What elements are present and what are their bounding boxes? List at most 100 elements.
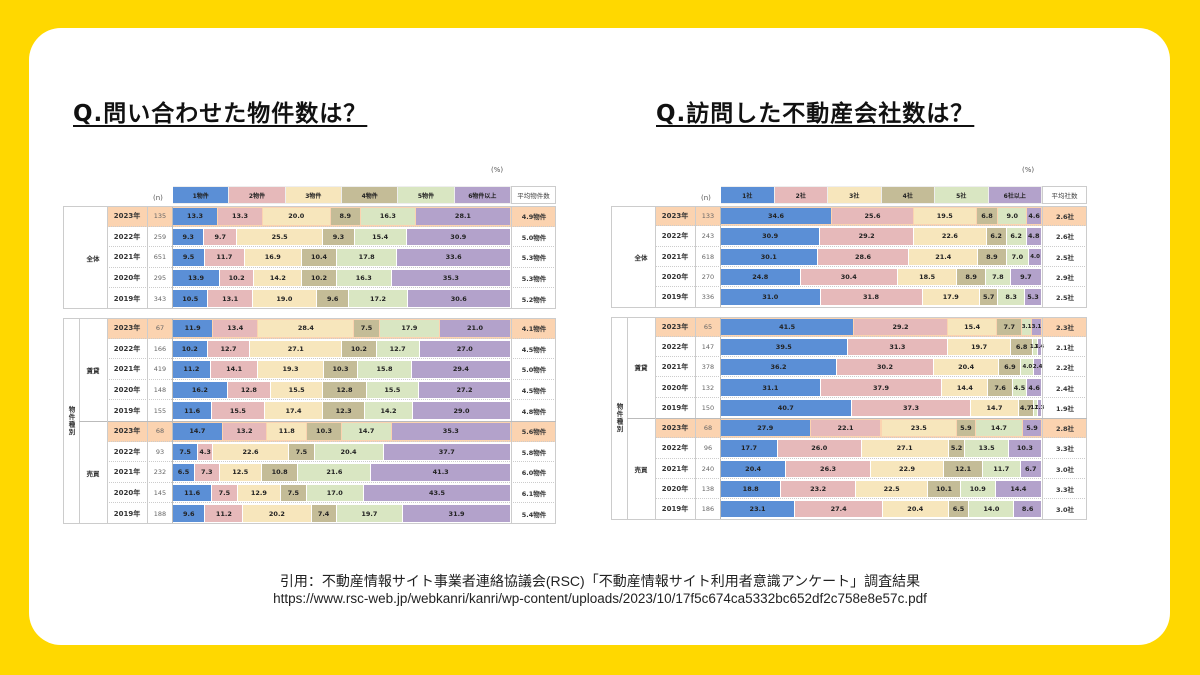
bar-track: 11.9 13.4 28.4 7.5 17.9 21.0 (173, 318, 511, 339)
bar-segment: 21.6 (298, 464, 371, 481)
bar-segment: 10.3 (307, 423, 341, 440)
bar-segment: 6.2 (1006, 228, 1026, 245)
bar-segment: 22.6 (212, 443, 289, 461)
avg-value: 4.5物件 (511, 338, 556, 360)
bar-segment: 9.0 (998, 208, 1027, 225)
row-separator (655, 286, 1087, 288)
bar-segment: 19.7 (948, 338, 1011, 356)
bar-track: 11.2 14.1 19.3 10.3 15.8 29.4 (173, 359, 511, 380)
year-label: 2022年 (661, 342, 689, 351)
year-label: 2020年 (113, 386, 141, 395)
bar-segment: 13.2 (222, 423, 267, 440)
legend-item-2: 2社 (774, 187, 827, 203)
bar-segment: 4.3 (198, 443, 212, 461)
year-label: 2021年 (113, 365, 141, 374)
bar-segment: 5.9 (956, 420, 975, 437)
bar-segment: 1.4 (1030, 338, 1040, 356)
bar-track: 27.9 22.1 23.5 5.9 14.7 5.9 (721, 418, 1042, 439)
bar-segment: 4.0 (1021, 359, 1034, 376)
avg-value: 2.9社 (1042, 266, 1087, 288)
n-value: 67 (147, 318, 173, 339)
table-row: 2023年 67 11.9 13.4 28.4 7.5 17.9 21.0 4.1物件 (107, 318, 556, 339)
bar-track: 7.5 4.3 22.6 7.5 20.4 37.7 (173, 441, 511, 463)
n-value: 651 (147, 247, 173, 268)
bar-segment: 11.9 (173, 320, 213, 337)
row-separator (107, 266, 556, 268)
legend-header-row: 1物件 2物件 3物件 4物件 5物件 6物件以上 (173, 186, 511, 204)
avg-value: 2.4社 (1042, 377, 1087, 398)
n-value: 270 (695, 266, 721, 288)
bar-segment: 11.8 (267, 423, 307, 440)
bar-segment: 22.1 (810, 420, 881, 437)
bar-segment: 22.6 (914, 228, 986, 245)
bar-segment: 4.7 (1018, 399, 1033, 416)
n-value: 132 (695, 377, 721, 398)
avg-value: 2.2社 (1042, 357, 1087, 378)
bar-track: 23.1 27.4 20.4 6.5 14.0 8.6 (721, 499, 1042, 520)
bar-segment: 7.6 (988, 379, 1012, 396)
bar-segment: 36.2 (721, 359, 837, 376)
year-label: 2021年 (661, 363, 689, 372)
avg-value: 6.1物件 (511, 482, 556, 504)
bar-segment: 33.6 (397, 249, 510, 266)
table-row: 2019年 336 31.0 31.8 17.9 5.7 8.3 5.3 2.5社 (655, 287, 1087, 308)
group-label: 全体 (86, 254, 100, 263)
avg-value: 5.3物件 (511, 267, 556, 289)
avg-value: 5.4物件 (511, 503, 556, 524)
year-column-divider (107, 318, 108, 524)
bar-segment: 17.4 (264, 402, 323, 419)
bar-segment: 27.9 (721, 420, 810, 437)
bar-segment: 10.5 (173, 290, 208, 307)
n-value: 343 (147, 288, 173, 309)
group-label: 全体 (634, 253, 648, 262)
bar-segment: 13.5 (965, 440, 1008, 457)
table-row: 2023年 133 34.6 25.6 19.5 6.8 9.0 4.6 2.6社 (655, 206, 1087, 227)
right-question-title: Q.訪問した不動産会社数は？ (656, 101, 975, 127)
bar-segment: 20.2 (243, 505, 311, 522)
bar-segment: 11.7 (205, 249, 244, 266)
table-row: 2023年 65 41.5 29.2 15.4 7.7 3.1 3.1 2.3社 (655, 316, 1087, 337)
bar-track: 6.5 7.3 12.5 10.8 21.6 41.3 (173, 462, 511, 483)
row-separator (107, 481, 556, 483)
bar-track: 41.5 29.2 15.4 7.7 3.1 3.1 (721, 316, 1042, 337)
bar-segment: 23.2 (781, 480, 855, 498)
bar-segment: 7.5 (281, 484, 306, 502)
bar-segment: 5.7 (980, 289, 998, 306)
n-value: 186 (695, 499, 721, 520)
bar-segment: 27.0 (419, 340, 510, 358)
bar-segment: 30.9 (406, 228, 510, 246)
bar-segment: 7.5 (289, 443, 314, 461)
bar-segment: 17.9 (922, 289, 980, 306)
bar-segment: 10.2 (342, 340, 376, 358)
bar-segment: 17.8 (337, 249, 397, 266)
table-row: 2023年 68 27.9 22.1 23.5 5.9 14.7 5.9 2.8社 (655, 418, 1087, 439)
row-separator (107, 399, 556, 401)
bar-segment: 6.8 (1011, 338, 1032, 356)
legend-item-1: 1物件 (173, 187, 229, 203)
bar-segment: 12.8 (323, 381, 366, 399)
row-separator (655, 335, 1087, 337)
n-value: 96 (695, 438, 721, 459)
year-label: 2019年 (113, 406, 141, 415)
table-row: 2019年 188 9.6 11.2 20.2 7.4 19.7 31.9 5.4物件 (107, 503, 556, 524)
year-label: 2023年 (655, 418, 695, 439)
legend-item-5: 5社 (935, 187, 988, 203)
bar-track: 17.7 26.0 27.1 5.2 13.5 10.3 (721, 438, 1042, 459)
bar-segment: 4.8 (1026, 228, 1041, 245)
bar-segment: 6.7 (1020, 460, 1041, 477)
bar-segment: 8.9 (957, 268, 985, 286)
bar-segment: 20.4 (721, 460, 786, 477)
bar-segment: 40.7 (721, 399, 851, 416)
year-label: 2023年 (655, 206, 695, 227)
bar-segment: 14.2 (364, 402, 412, 419)
bar-segment: 41.3 (371, 464, 510, 481)
bar-segment: 8.9 (330, 208, 360, 225)
bar-segment: 5.9 (1023, 420, 1041, 437)
row-separator (107, 337, 556, 339)
year-label: 2022年 (661, 232, 689, 241)
bar-track: 39.5 31.3 19.7 6.8 1.4 1.4 (721, 336, 1044, 358)
bar-track: 30.1 28.6 21.4 8.9 7.0 4.0 (721, 246, 1042, 267)
table-row: 2023年 135 13.3 13.3 20.0 8.9 16.3 28.1 4.9物件 (107, 206, 556, 227)
legend-header-row: 1社 2社 3社 4社 5社 6社以上 (721, 186, 1042, 204)
bar-segment: 1.4 (1034, 338, 1044, 356)
